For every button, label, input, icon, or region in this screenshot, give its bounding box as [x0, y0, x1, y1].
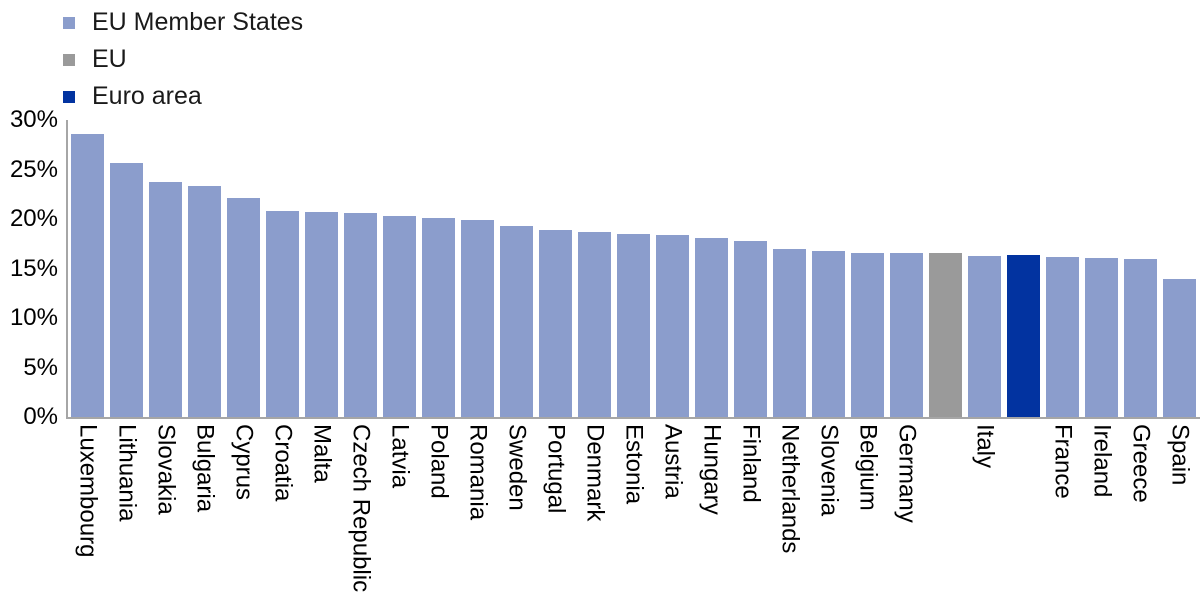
- x-axis-label: Hungary: [698, 424, 726, 515]
- bar-germany: [890, 252, 923, 417]
- bar-sweden: [500, 225, 533, 417]
- bar-cyprus: [227, 198, 260, 417]
- bar-luxembourg: [71, 133, 104, 417]
- x-axis-label: Estonia: [620, 424, 648, 505]
- x-axis-label: Italy: [971, 424, 999, 469]
- x-axis-label: Slovakia: [152, 424, 180, 515]
- bar-belgium: [851, 252, 884, 417]
- legend-item: EU: [63, 41, 303, 78]
- bar-lithuania: [110, 162, 143, 417]
- x-axis-label: Cyprus: [230, 424, 258, 501]
- bar-croatia: [266, 211, 299, 417]
- x-axis-label: Austria: [659, 424, 687, 499]
- y-axis-tick-label: 5%: [23, 353, 58, 381]
- bar-estonia: [617, 233, 650, 417]
- x-axis-label: Germany: [893, 424, 921, 523]
- x-axis-label: Ireland: [1088, 424, 1116, 498]
- bar-france: [1046, 256, 1079, 417]
- y-axis-tick-label: 0%: [23, 403, 58, 430]
- x-axis-line: [66, 417, 1200, 419]
- x-axis-label: Denmark: [581, 424, 609, 522]
- legend-label: EU Member States: [92, 8, 304, 36]
- bar-malta: [305, 212, 338, 417]
- bar-euro-area: [1007, 254, 1040, 417]
- legend: EU Member States EU Euro area: [63, 4, 303, 115]
- legend-swatch-icon: [63, 53, 75, 66]
- x-axis-label: Slovenia: [815, 424, 843, 517]
- x-axis-label: Luxembourg: [74, 424, 102, 558]
- x-axis-label: Croatia: [269, 424, 297, 502]
- bar-netherlands: [773, 248, 806, 417]
- legend-swatch-icon: [63, 90, 75, 103]
- x-axis-label: Latvia: [386, 424, 414, 489]
- legend-item: EU Member States: [63, 4, 303, 41]
- bar-portugal: [539, 229, 572, 417]
- bar-greece: [1124, 258, 1157, 417]
- bar-latvia: [383, 216, 416, 417]
- bar-finland: [734, 240, 767, 417]
- y-axis-line: [66, 120, 68, 419]
- y-axis-tick-label: 30%: [9, 106, 58, 133]
- x-axis-label: Greece: [1127, 424, 1155, 503]
- x-axis-label: Romania: [464, 424, 492, 521]
- y-axis-tick-label: 20%: [9, 205, 58, 232]
- x-axis-label: Lithuania: [113, 424, 141, 522]
- x-axis-label: Portugal: [542, 424, 570, 514]
- bar-poland: [422, 218, 455, 417]
- bar-bulgaria: [188, 186, 221, 417]
- legend-label: Euro area: [92, 82, 202, 110]
- x-axis-label: Bulgaria: [191, 424, 219, 513]
- bar-romania: [461, 220, 494, 417]
- bar-denmark: [578, 231, 611, 417]
- x-axis-label: Netherlands: [776, 424, 804, 554]
- bar-ireland: [1085, 257, 1118, 417]
- bar-slovenia: [812, 250, 845, 417]
- x-axis-label: Malta: [308, 424, 336, 483]
- x-axis-label: Sweden: [503, 424, 531, 511]
- bar-spain: [1163, 279, 1196, 417]
- bar-slovakia: [149, 182, 182, 417]
- bar-italy: [968, 255, 1001, 417]
- bar-eu: [929, 252, 962, 417]
- x-axis-label: Poland: [425, 424, 453, 499]
- bar-austria: [656, 234, 689, 417]
- x-axis-label: Belgium: [854, 424, 882, 511]
- x-axis-label: Spain: [1166, 424, 1194, 486]
- legend-swatch-icon: [63, 16, 75, 29]
- x-axis-label: France: [1049, 424, 1077, 499]
- legend-label: EU: [92, 45, 127, 73]
- legend-item: Euro area: [63, 78, 303, 115]
- y-axis-tick-label: 15%: [9, 254, 58, 282]
- x-axis-label: Finland: [737, 424, 765, 503]
- bar-hungary: [695, 237, 728, 417]
- y-axis-tick-label: 10%: [9, 304, 58, 331]
- bar-czech-republic: [344, 213, 377, 417]
- x-axis-label: Czech Republic: [347, 424, 375, 593]
- y-axis-tick-label: 25%: [9, 155, 58, 183]
